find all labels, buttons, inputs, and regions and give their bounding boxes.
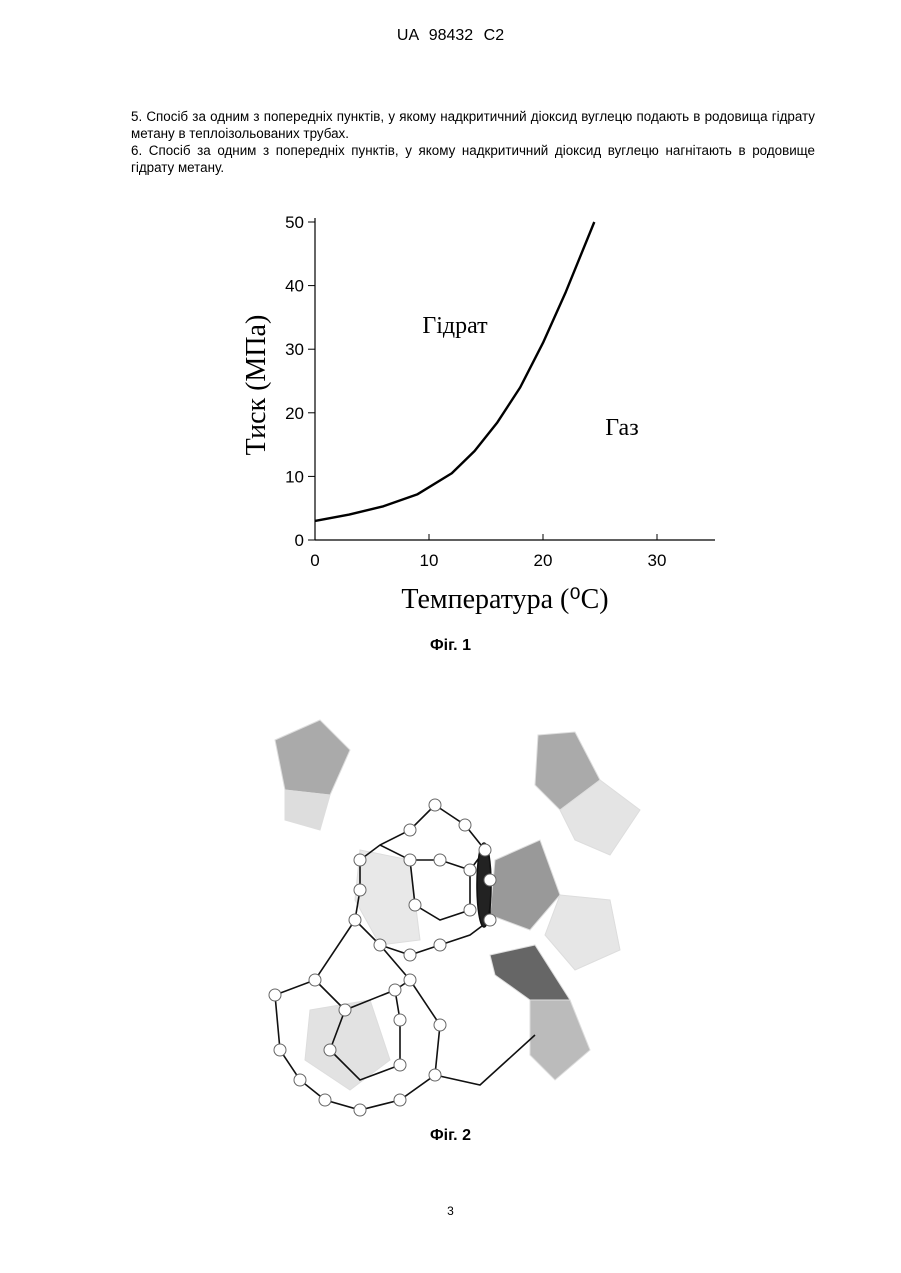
y-tick-label: 50 [285,213,304,232]
x-tick-label: 20 [534,551,553,570]
figure-2-image [0,680,901,1140]
y-tick-label: 10 [285,467,304,486]
chart: 0 10 20 30 0 10 20 30 40 50 Температура (⁰C) Тиск (… [0,0,901,640]
x-tick-label: 30 [648,551,667,570]
figure-caption: Фіг. 1 [0,637,901,655]
y-tick-label: 30 [285,340,304,359]
page-number: 3 [0,1204,901,1218]
annotation: Гідрат [422,313,488,339]
y-axis-label: Тиск (МПа) [241,315,272,456]
annotation: Газ [605,415,638,441]
y-tick-label: 20 [285,404,304,423]
y-tick-label: 0 [295,531,304,550]
x-tick-label: 0 [310,551,319,570]
x-tick-label: 10 [420,551,439,570]
curve [315,222,594,521]
page: UA 98432 C2 5. Спосіб за одним з поперед… [0,0,901,1273]
figure-caption: Фіг. 2 [0,1127,901,1145]
x-axis-label: Температура (⁰C) [401,584,608,615]
y-tick-label: 40 [285,277,304,296]
